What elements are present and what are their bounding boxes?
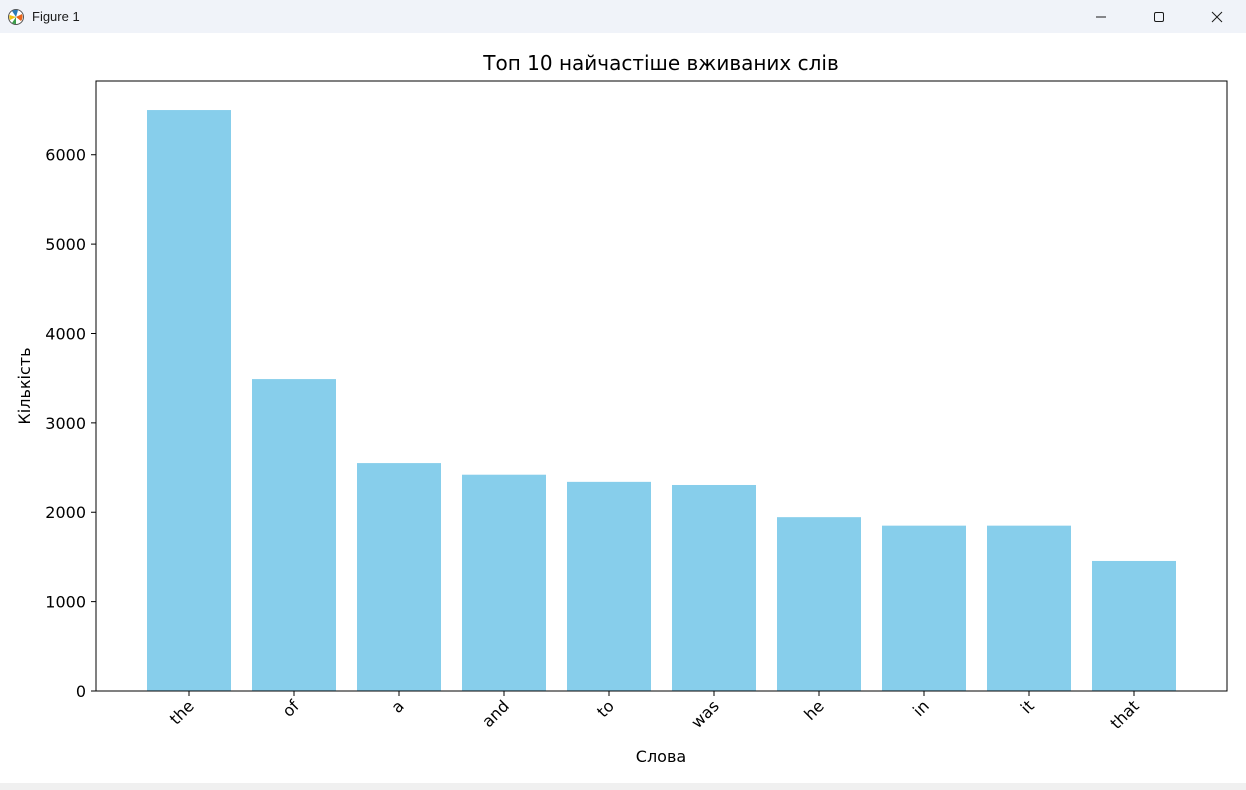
x-axis-ticks: the of a and to was he in it that — [166, 691, 1143, 733]
y-tick-label: 4000 — [45, 324, 86, 343]
x-tick-label: it — [1017, 696, 1038, 717]
bars-group — [147, 110, 1176, 692]
bar-the — [147, 110, 231, 692]
bar-to — [567, 481, 651, 691]
y-axis-label: Кількість — [15, 347, 34, 424]
bar-it — [987, 525, 1071, 691]
chart-title: Топ 10 найчастіше вживаних слів — [482, 51, 839, 75]
window-bottom-edge — [0, 783, 1246, 790]
x-axis-label: Слова — [636, 747, 686, 766]
y-axis-ticks: 0 1000 2000 3000 4000 5000 6000 — [45, 146, 96, 701]
bar-a — [357, 463, 441, 691]
plot-frame — [95, 80, 1228, 692]
bar-was — [672, 484, 756, 691]
bar-and — [462, 474, 546, 691]
x-tick-label: was — [687, 696, 723, 732]
bar-chart: Топ 10 найчастіше вживаних слів 0 1000 200… — [15, 51, 1228, 766]
x-tick-label: he — [800, 696, 828, 724]
y-tick-label: 5000 — [45, 235, 86, 254]
minimize-icon — [1096, 16, 1106, 17]
window-controls — [1072, 0, 1246, 33]
x-tick-label: of — [278, 696, 303, 721]
matplotlib-icon[interactable] — [6, 7, 26, 27]
y-tick-label: 3000 — [45, 414, 86, 433]
maximize-icon — [1154, 11, 1164, 22]
y-tick-label: 2000 — [45, 503, 86, 522]
maximize-button[interactable] — [1130, 0, 1188, 33]
window-titlebar: Figure 1 — [0, 0, 1246, 33]
minimize-button[interactable] — [1072, 0, 1130, 33]
bar-in — [882, 525, 966, 691]
x-tick-label: and — [478, 696, 513, 731]
x-tick-label: to — [593, 696, 618, 721]
figure-canvas: Топ 10 найчастіше вживаних слів 0 1000 200… — [0, 33, 1246, 783]
y-tick-label: 1000 — [45, 593, 86, 612]
window-title: Figure 1 — [32, 9, 80, 24]
x-tick-label: that — [1106, 696, 1142, 732]
bar-of — [252, 379, 336, 691]
close-button[interactable] — [1188, 0, 1246, 33]
x-tick-label: a — [387, 696, 407, 716]
close-icon — [1211, 11, 1223, 22]
y-tick-label: 0 — [76, 682, 86, 701]
x-tick-label: in — [909, 696, 933, 720]
bar-he — [777, 517, 861, 691]
y-tick-label: 6000 — [45, 146, 86, 165]
x-tick-label: the — [166, 696, 198, 728]
bar-that — [1092, 560, 1176, 691]
